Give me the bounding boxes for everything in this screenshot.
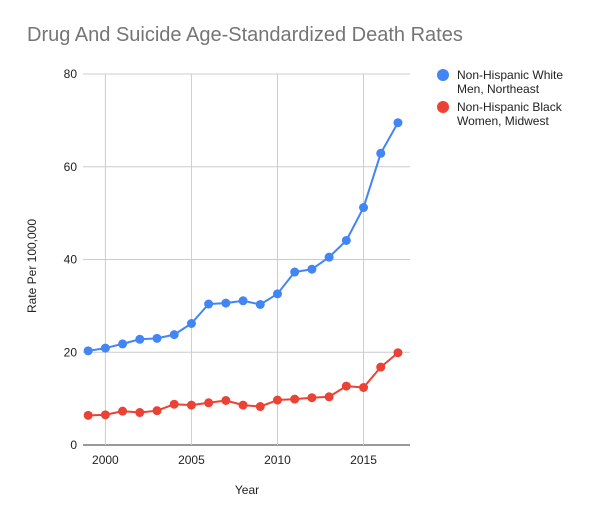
data-point [376, 148, 386, 158]
data-point [255, 402, 265, 412]
data-point [393, 348, 403, 358]
legend-marker [437, 101, 449, 113]
y-tick-label: 20 [64, 345, 78, 359]
data-point [100, 343, 110, 353]
data-point [100, 410, 110, 420]
data-point [118, 339, 128, 349]
y-tick-labels: 0 20 40 60 80 [64, 67, 78, 452]
data-point [118, 406, 128, 416]
data-point [83, 410, 93, 420]
legend-label: Non-Hispanic White [457, 68, 563, 82]
data-point [341, 381, 351, 391]
data-point [169, 330, 179, 340]
data-point [186, 400, 196, 410]
x-tick-labels: 2000 2005 2010 2015 [92, 453, 377, 467]
legend-label: Men, Northeast [457, 82, 540, 96]
data-point [393, 118, 403, 128]
data-point [238, 296, 248, 306]
data-point [221, 298, 231, 308]
data-point [255, 299, 265, 309]
data-point [359, 203, 369, 213]
data-point [238, 400, 248, 410]
data-point [290, 267, 300, 277]
legend-label: Women, Midwest [457, 114, 549, 128]
x-tick-label: 2015 [350, 453, 377, 467]
data-point [204, 299, 214, 309]
y-axis-label: Rate Per 100,000 [25, 219, 39, 313]
data-point [307, 393, 317, 403]
series-group [83, 118, 403, 420]
data-point [135, 408, 145, 418]
legend-label: Non-Hispanic Black [457, 100, 563, 114]
x-tick-label: 2000 [92, 453, 119, 467]
data-point [376, 362, 386, 372]
data-point [307, 264, 317, 274]
chart-title: Drug And Suicide Age-Standardized Death … [27, 24, 463, 46]
data-point [186, 318, 196, 328]
data-point [324, 392, 334, 402]
x-axis-label: Year [235, 483, 259, 497]
data-point [359, 382, 369, 392]
data-point [83, 346, 93, 356]
data-point [169, 399, 179, 409]
data-point [152, 406, 162, 416]
data-point [290, 394, 300, 404]
data-point [341, 235, 351, 245]
data-point [204, 398, 214, 408]
data-point [152, 333, 162, 343]
grid-lines [83, 73, 410, 446]
x-tick-label: 2010 [264, 453, 291, 467]
series-1 [83, 118, 403, 356]
y-tick-label: 60 [64, 160, 78, 174]
y-tick-label: 40 [64, 253, 78, 267]
y-tick-label: 80 [64, 67, 78, 81]
x-tick-label: 2005 [178, 453, 205, 467]
data-point [272, 289, 282, 299]
data-point [324, 252, 334, 262]
legend-marker [437, 69, 449, 81]
series-2 [83, 348, 403, 420]
series-line [88, 122, 399, 352]
data-point [221, 395, 231, 405]
data-point [272, 395, 282, 405]
y-tick-label: 0 [70, 438, 77, 452]
data-point [135, 334, 145, 344]
